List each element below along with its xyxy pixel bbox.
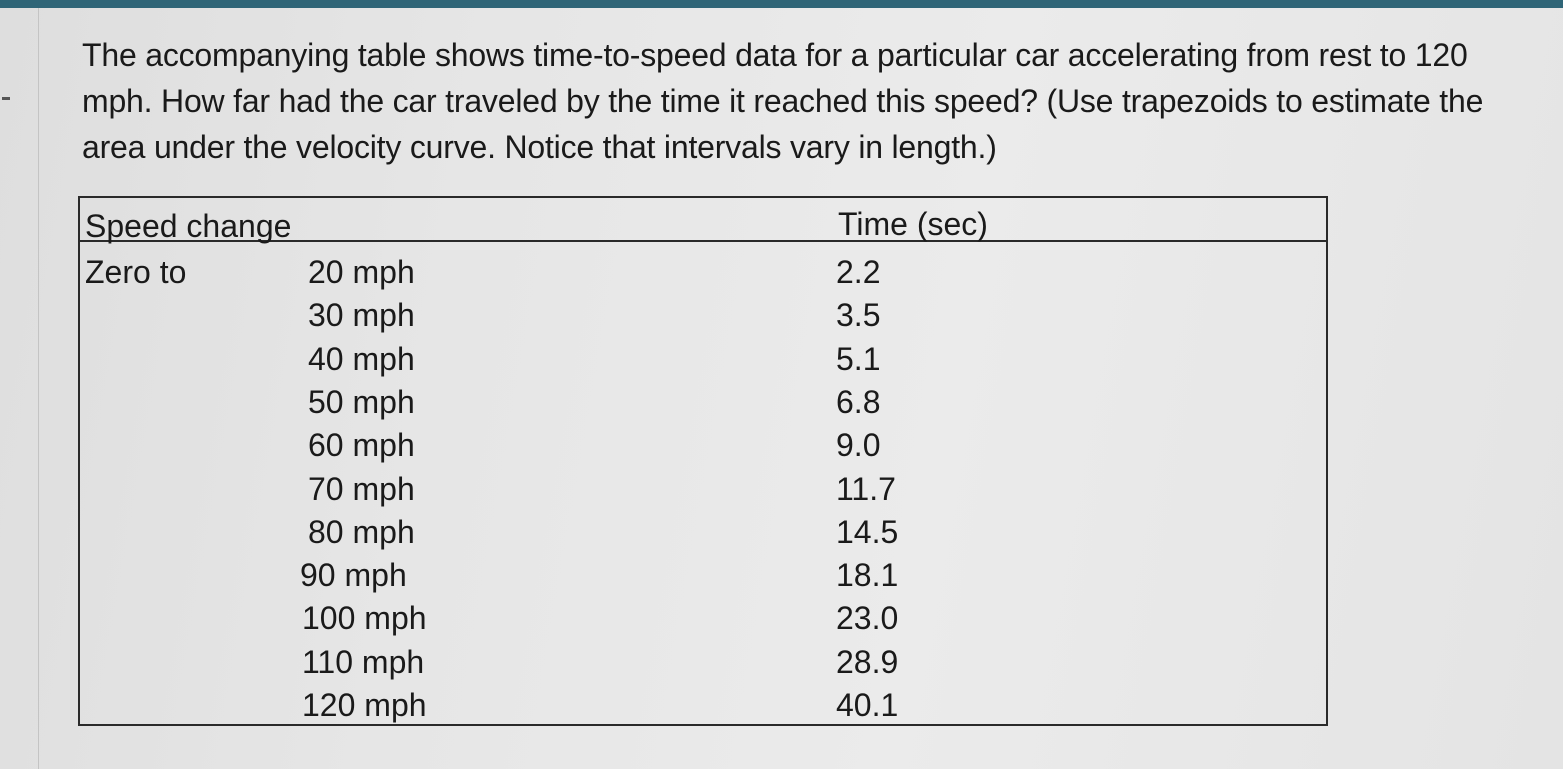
speed-cell: 70 mph	[308, 470, 415, 507]
time-cell: 5.1	[836, 340, 881, 377]
table-row: 100 mph 23.0	[80, 598, 1326, 641]
speed-cell: 60 mph	[308, 427, 415, 464]
table-row: 30 mph 3.5	[80, 295, 1326, 338]
table-row: 70 mph 11.7	[80, 469, 1326, 512]
left-margin-rule	[38, 8, 39, 769]
time-cell: 28.9	[836, 643, 899, 680]
speed-cell: 110 mph	[302, 643, 425, 680]
row-prefix-zero-to: Zero to	[85, 254, 187, 290]
table-row: 20 mph 2.2	[80, 252, 1326, 295]
speed-cell: 90 mph	[300, 557, 407, 594]
time-cell: 18.1	[836, 557, 899, 594]
time-cell: 6.8	[836, 383, 881, 420]
top-bar	[0, 0, 1563, 8]
table-row: 60 mph 9.0	[80, 425, 1326, 468]
header-speed-change: Speed change	[85, 208, 292, 244]
time-cell: 14.5	[836, 513, 899, 550]
time-cell: 2.2	[836, 254, 881, 290]
time-cell: 40.1	[836, 687, 899, 723]
time-cell: 23.0	[836, 600, 899, 637]
speed-time-table: Speed change Time (sec) Zero to 20 mph 2.…	[78, 196, 1328, 726]
table-row: 110 mph 28.9	[80, 642, 1326, 685]
header-time: Time (sec)	[838, 206, 988, 242]
table-row: 50 mph 6.8	[80, 382, 1326, 425]
speed-cell: 20 mph	[308, 254, 415, 290]
time-cell: 11.7	[836, 470, 896, 507]
left-margin-dash	[2, 97, 10, 100]
table-row: 120 mph 40.1	[80, 685, 1326, 728]
table-header-row: Speed change Time (sec)	[80, 198, 1326, 244]
table-row: 90 mph 18.1	[80, 555, 1326, 598]
table-row: 80 mph 14.5	[80, 512, 1326, 555]
speed-cell: 50 mph	[308, 383, 415, 420]
speed-cell: 100 mph	[302, 600, 427, 637]
question-text: The accompanying table shows time-to-spe…	[82, 37, 1484, 165]
speed-cell: 80 mph	[308, 513, 415, 550]
time-cell: 3.5	[836, 297, 881, 334]
table-row: 40 mph 5.1	[80, 339, 1326, 382]
speed-cell: 30 mph	[308, 297, 415, 334]
speed-cell: 40 mph	[308, 340, 415, 377]
speed-cell: 120 mph	[302, 687, 427, 723]
time-cell: 9.0	[836, 427, 881, 464]
